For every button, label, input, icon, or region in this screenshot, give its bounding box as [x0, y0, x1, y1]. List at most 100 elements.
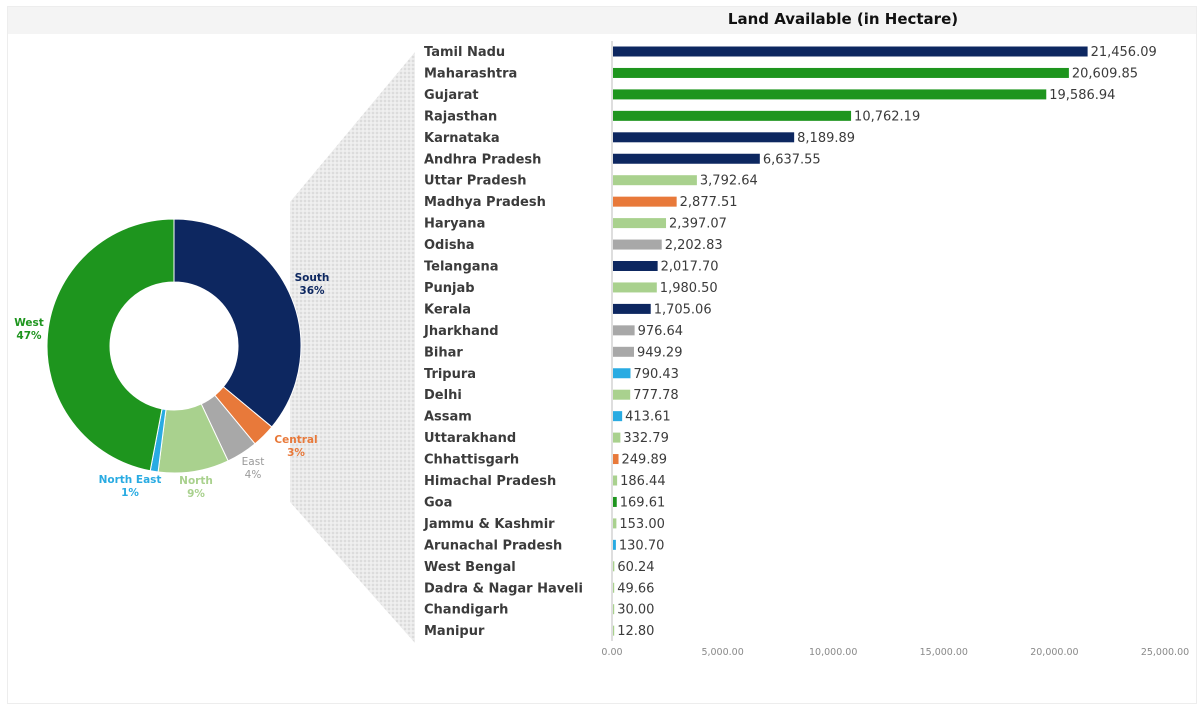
value-label-tamil-nadu: 21,456.09: [1091, 45, 1157, 60]
category-label-kerala: Kerala: [424, 302, 471, 317]
bar-chandigarh: [613, 604, 615, 615]
bar-kerala: [613, 303, 651, 314]
category-label-odisha: Odisha: [424, 238, 475, 253]
bar-assam: [613, 411, 623, 422]
value-label-odisha: 2,202.83: [665, 238, 723, 253]
category-label-karnataka: Karnataka: [424, 131, 500, 146]
bar-tamil-nadu: [613, 46, 1088, 57]
donut-slice-west: [46, 218, 175, 472]
category-label-west-bengal: West Bengal: [424, 560, 516, 575]
value-label-punjab: 1,980.50: [660, 281, 718, 296]
bar-goa: [613, 496, 617, 507]
value-label-arunachal-pradesh: 130.70: [619, 538, 665, 553]
donut-label-south: South 36%: [295, 272, 330, 297]
bar-telangana: [613, 261, 658, 271]
category-label-gujarat: Gujarat: [424, 88, 479, 103]
bar-punjab: [613, 282, 657, 293]
donut-chart: South 36% Central 3% East 4% North 9% North East…: [14, 218, 330, 500]
value-label-uttar-pradesh: 3,792.64: [700, 174, 758, 189]
category-label-punjab: Punjab: [424, 281, 475, 296]
bar-manipur: [613, 625, 615, 636]
category-label-telangana: Telangana: [424, 260, 499, 275]
category-label-haryana: Haryana: [424, 217, 485, 232]
value-label-telangana: 2,017.70: [661, 260, 719, 275]
value-label-west-bengal: 60.24: [617, 560, 654, 575]
value-label-rajasthan: 10,762.19: [854, 109, 920, 124]
bar-haryana: [613, 218, 667, 229]
category-label-tamil-nadu: Tamil Nadu: [424, 45, 505, 60]
donut-label-north: North 9%: [179, 475, 213, 500]
bar-tripura: [613, 368, 631, 379]
category-label-arunachal-pradesh: Arunachal Pradesh: [424, 538, 562, 553]
bar-himachal-pradesh: [613, 475, 618, 486]
value-label-chhattisgarh: 249.89: [622, 453, 668, 468]
bar-uttarakhand: [613, 432, 621, 443]
bar-dadra-and-nagar-haveli: [613, 582, 615, 593]
category-label-uttar-pradesh: Uttar Pradesh: [424, 174, 527, 189]
category-label-manipur: Manipur: [424, 624, 485, 639]
x-tick-label: 5,000.00: [701, 647, 743, 658]
chart-frame: [7, 6, 1197, 704]
value-label-delhi: 777.78: [633, 388, 679, 403]
bar-chhattisgarh: [613, 454, 619, 465]
value-label-assam: 413.61: [625, 410, 671, 425]
title-band: [8, 7, 1196, 34]
value-label-jharkhand: 976.64: [638, 324, 684, 339]
value-label-chandigarh: 30.00: [617, 603, 654, 618]
value-label-himachal-pradesh: 186.44: [620, 474, 666, 489]
donut-label-central: Central 3%: [274, 434, 317, 459]
bar-jharkhand: [613, 325, 635, 336]
x-tick-label: 10,000.00: [809, 647, 857, 658]
x-tick-label: 20,000.00: [1030, 647, 1078, 658]
bar-west-bengal: [613, 561, 615, 572]
category-label-uttarakhand: Uttarakhand: [424, 431, 516, 446]
category-label-himachal-pradesh: Himachal Pradesh: [424, 474, 556, 489]
category-label-chhattisgarh: Chhattisgarh: [424, 453, 519, 468]
value-label-haryana: 2,397.07: [669, 217, 727, 232]
bar-chart-title: Land Available (in Hectare): [728, 10, 958, 28]
value-label-andhra-pradesh: 6,637.55: [763, 152, 821, 167]
value-label-bihar: 949.29: [637, 345, 683, 360]
category-label-bihar: Bihar: [424, 345, 463, 360]
donut-label-east: East 4%: [242, 456, 265, 481]
donut-slice-south: [173, 218, 302, 428]
bar-karnataka: [613, 132, 795, 143]
category-label-jharkhand: Jharkhand: [423, 324, 499, 339]
value-label-manipur: 12.80: [617, 624, 654, 639]
value-label-karnataka: 8,189.89: [797, 131, 855, 146]
category-label-jammu-and-kashmir: Jammu & Kashmir: [423, 517, 555, 532]
x-tick-label: 0.00: [601, 647, 622, 658]
donut-label-west: West 47%: [14, 317, 44, 342]
bar-madhya-pradesh: [613, 196, 677, 207]
category-label-rajasthan: Rajasthan: [424, 109, 497, 124]
x-tick-label: 15,000.00: [920, 647, 968, 658]
bar-jammu-and-kashmir: [613, 518, 617, 529]
bar-chart: Tamil Nadu 21,456.09 Maharashtra 20,609.85 G…: [423, 41, 1189, 658]
value-label-kerala: 1,705.06: [654, 302, 712, 317]
expansion-connector: [290, 52, 415, 643]
x-tick-label: 25,000.00: [1141, 647, 1189, 658]
category-label-chandigarh: Chandigarh: [424, 603, 508, 618]
value-label-uttarakhand: 332.79: [623, 431, 669, 446]
category-label-assam: Assam: [424, 410, 472, 425]
value-label-maharashtra: 20,609.85: [1072, 66, 1138, 81]
value-label-jammu-and-kashmir: 153.00: [619, 517, 665, 532]
category-label-tripura: Tripura: [424, 367, 476, 382]
bar-rajasthan: [613, 110, 852, 121]
value-label-tripura: 790.43: [633, 367, 679, 382]
category-label-andhra-pradesh: Andhra Pradesh: [424, 152, 541, 167]
category-label-delhi: Delhi: [424, 388, 462, 403]
value-label-gujarat: 19,586.94: [1049, 88, 1115, 103]
value-label-dadra-and-nagar-haveli: 49.66: [617, 581, 654, 596]
bar-andhra-pradesh: [613, 153, 760, 164]
donut-label-north-east: North East 1%: [99, 474, 162, 499]
bar-maharashtra: [613, 67, 1069, 78]
value-label-madhya-pradesh: 2,877.51: [680, 195, 738, 210]
bar-odisha: [613, 239, 662, 250]
value-label-goa: 169.61: [620, 495, 666, 510]
category-label-maharashtra: Maharashtra: [424, 66, 517, 81]
bar-arunachal-pradesh: [613, 539, 616, 550]
bar-gujarat: [613, 89, 1047, 100]
bar-uttar-pradesh: [613, 175, 697, 186]
